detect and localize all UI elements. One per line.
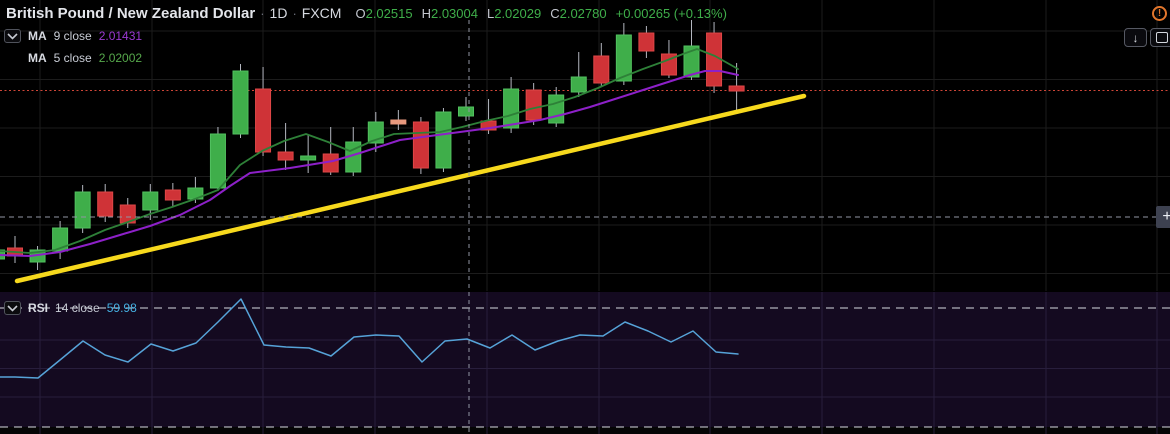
chevron-down-icon — [7, 304, 18, 312]
open-readout: O2.02515 — [355, 6, 413, 21]
indicator-legend-ma9[interactable]: MA 9 close 2.01431 — [4, 29, 142, 43]
high-readout: H2.03004 — [421, 6, 478, 21]
rsi-params: 14 close — [55, 301, 100, 315]
separator-dot: · — [292, 6, 297, 21]
close-readout: C2.02780 — [550, 6, 607, 21]
ma9-params: 9 close — [53, 29, 92, 43]
rsi-name: RSI — [28, 301, 49, 315]
arrow-down-icon: ↓ — [1132, 30, 1139, 45]
maximize-pane-button[interactable] — [1150, 28, 1170, 47]
symbol-header: British Pound / New Zealand Dollar · 1D … — [6, 5, 727, 22]
ma5-params: 5 close — [53, 51, 92, 65]
legend-collapse-button[interactable] — [4, 29, 21, 43]
ma9-value: 2.01431 — [98, 29, 143, 43]
chevron-down-icon — [7, 32, 18, 40]
low-readout: L2.02029 — [486, 6, 542, 21]
rsi-collapse-button[interactable] — [4, 301, 21, 315]
ohlc-readout: O2.02515 H2.03004 L2.02029 C2.02780 +0.0… — [355, 6, 726, 21]
exchange-label: FXCM — [301, 5, 342, 21]
separator-dot: · — [260, 6, 265, 21]
go-to-realtime-button[interactable]: ↓ — [1124, 28, 1147, 47]
rsi-value: 59.98 — [106, 301, 137, 315]
ma5-value: 2.02002 — [98, 51, 143, 65]
indicator-legend-rsi[interactable]: RSI 14 close 59.98 — [4, 301, 137, 315]
timeframe-label[interactable]: 1D — [269, 5, 288, 21]
time-axis[interactable] — [0, 427, 1170, 434]
ma5-name: MA — [28, 51, 47, 65]
square-frame-icon — [1155, 32, 1168, 43]
ma9-name: MA — [28, 29, 47, 43]
alert-warning-icon[interactable]: ! — [1152, 6, 1167, 21]
indicator-legend-ma5[interactable]: MA 5 close 2.02002 — [28, 51, 142, 65]
symbol-title[interactable]: British Pound / New Zealand Dollar — [6, 5, 256, 22]
change-readout: +0.00265 (+0.13%) — [615, 6, 727, 21]
add-alert-plus-button[interactable]: + — [1156, 206, 1170, 228]
